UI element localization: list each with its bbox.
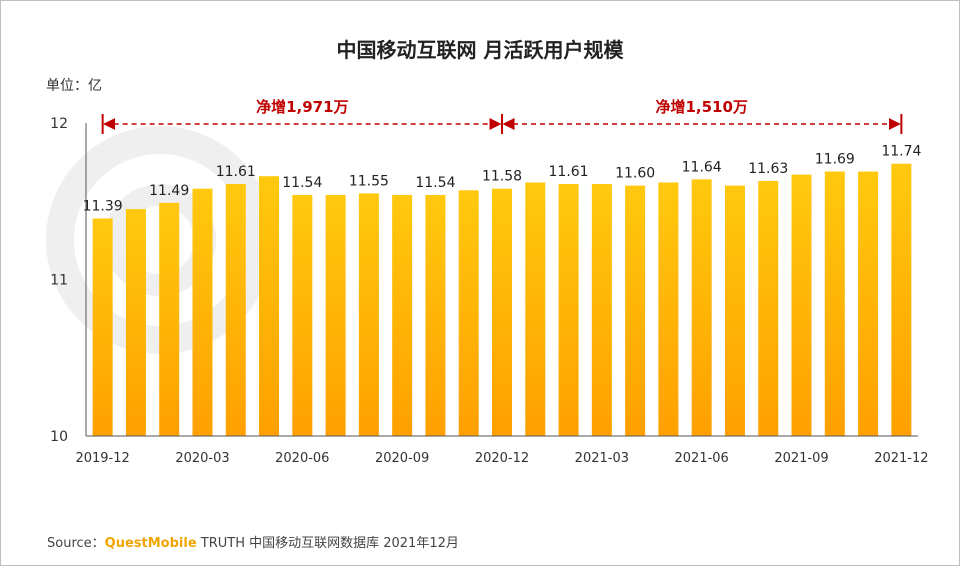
- annotation-text: 净增1,510万: [655, 98, 747, 116]
- data-label: 11.60: [615, 166, 655, 182]
- bar: [325, 194, 346, 436]
- data-label: 11.74: [881, 144, 921, 160]
- bar: [824, 171, 845, 436]
- bar: [791, 174, 812, 436]
- bar: [92, 218, 113, 436]
- source-prefix: Source：: [47, 536, 105, 551]
- bar: [492, 188, 512, 436]
- bar: [625, 185, 646, 436]
- annotation-text: 净增1,971万: [256, 98, 348, 116]
- bar: [159, 202, 180, 436]
- data-label: 11.63: [748, 161, 788, 177]
- data-label: 11.54: [282, 175, 322, 191]
- bar: [558, 184, 579, 436]
- data-label: 11.58: [482, 169, 522, 185]
- source-text: TRUTH 中国移动互联网数据库 2021年12月: [196, 536, 459, 551]
- bar: [292, 194, 313, 436]
- data-label: 11.49: [149, 183, 189, 199]
- x-tick-label: 2019-12: [75, 451, 129, 466]
- bar: [392, 194, 413, 436]
- data-label: 11.61: [549, 164, 589, 180]
- bar: [858, 171, 879, 436]
- bar: [724, 185, 745, 436]
- bar: [425, 194, 446, 436]
- bar: [891, 163, 912, 436]
- data-label: 11.69: [815, 152, 855, 168]
- data-label: 11.55: [349, 173, 389, 189]
- x-tick-label: 2020-12: [475, 451, 529, 466]
- bar: [691, 179, 712, 436]
- data-label: 11.61: [216, 164, 256, 180]
- bar: [525, 182, 546, 436]
- data-label: 11.64: [682, 159, 722, 175]
- x-tick-label: 2020-03: [175, 451, 229, 466]
- x-tick-label: 2020-09: [375, 451, 429, 466]
- unit-label: 单位：亿: [46, 78, 102, 94]
- data-label: 11.39: [83, 198, 123, 214]
- y-tick-label: 12: [50, 116, 68, 132]
- y-tick-label: 10: [50, 429, 68, 445]
- bar: [458, 190, 479, 436]
- x-tick-label: 2021-09: [774, 451, 828, 466]
- source-brand: QuestMobile: [104, 536, 197, 551]
- bar: [758, 180, 779, 436]
- bar: [591, 184, 612, 436]
- x-tick-label: 2020-06: [275, 451, 329, 466]
- bar: [259, 176, 280, 436]
- bar: [192, 188, 213, 436]
- chart-title: 中国移动互联网 月活跃用户规模: [336, 38, 624, 62]
- data-label: 11.54: [415, 175, 455, 191]
- y-tick-label: 11: [50, 273, 68, 289]
- source-note: Source：QuestMobile TRUTH 中国移动互联网数据库 2021…: [47, 532, 459, 551]
- bar: [658, 182, 679, 436]
- x-tick-label: 2021-03: [575, 451, 629, 466]
- bar: [225, 184, 246, 436]
- bar: [358, 193, 379, 436]
- bar: [125, 209, 146, 436]
- x-tick-label: 2021-06: [675, 451, 729, 466]
- x-tick-label: 2021-12: [874, 451, 928, 466]
